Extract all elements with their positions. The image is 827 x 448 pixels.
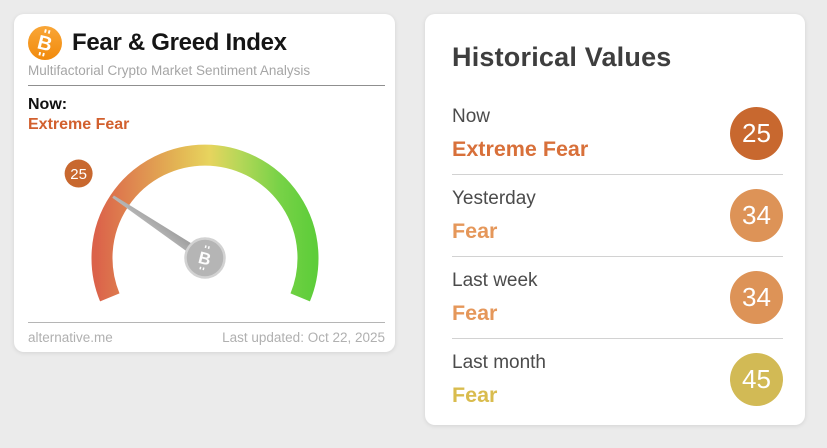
fear-greed-header: B Fear & Greed Index [28,26,381,60]
now-label: Now: [28,96,68,113]
gauge-value-bubble: 25 [64,159,93,188]
historical-row: Now Extreme Fear 25 [452,93,783,174]
gauge-arc [91,144,319,302]
historical-list: Now Extreme Fear 25 Yesterday Fear 34 La… [452,93,783,420]
historical-row: Last week Fear 34 [452,256,783,338]
source-link[interactable]: alternative.me [28,330,113,345]
fear-greed-card: B Fear & Greed Index Multifactorial Cryp… [14,14,395,352]
now-classification: Extreme Fear [28,116,130,134]
row-classification: Extreme Fear [452,137,589,161]
historical-row: Yesterday Fear 34 [452,174,783,256]
row-classification: Fear [452,219,498,243]
header-divider [28,85,385,86]
fear-greed-title: Fear & Greed Index [72,29,287,56]
svg-text:B: B [35,32,54,57]
row-period-label: Yesterday [452,188,536,209]
row-period-label: Now [452,106,491,127]
gauge-value-text: 25 [70,166,87,183]
svg-text:B: B [196,248,213,269]
fear-greed-subtitle: Multifactorial Crypto Market Sentiment A… [28,63,311,78]
row-classification: Fear [452,383,498,407]
row-value-badge: 25 [730,107,783,160]
row-period-label: Last month [452,352,546,373]
gauge-needle [112,195,208,263]
fear-greed-footer: alternative.me Last updated: Oct 22, 202… [28,322,385,345]
historical-values-card: Historical Values Now Extreme Fear 25 Ye… [425,14,805,425]
last-updated-text: Last updated: Oct 22, 2025 [222,330,385,345]
historical-values-title: Historical Values [452,42,672,72]
row-value-badge: 45 [730,353,783,406]
row-period-label: Last week [452,270,538,291]
row-classification: Fear [452,301,498,325]
gauge-hub: B [184,237,226,280]
historical-row: Last month Fear 45 [452,338,783,420]
row-value-badge: 34 [730,189,783,242]
row-value-badge: 34 [730,271,783,324]
gauge: B 25 [64,144,319,302]
bitcoin-icon: B [28,26,62,60]
